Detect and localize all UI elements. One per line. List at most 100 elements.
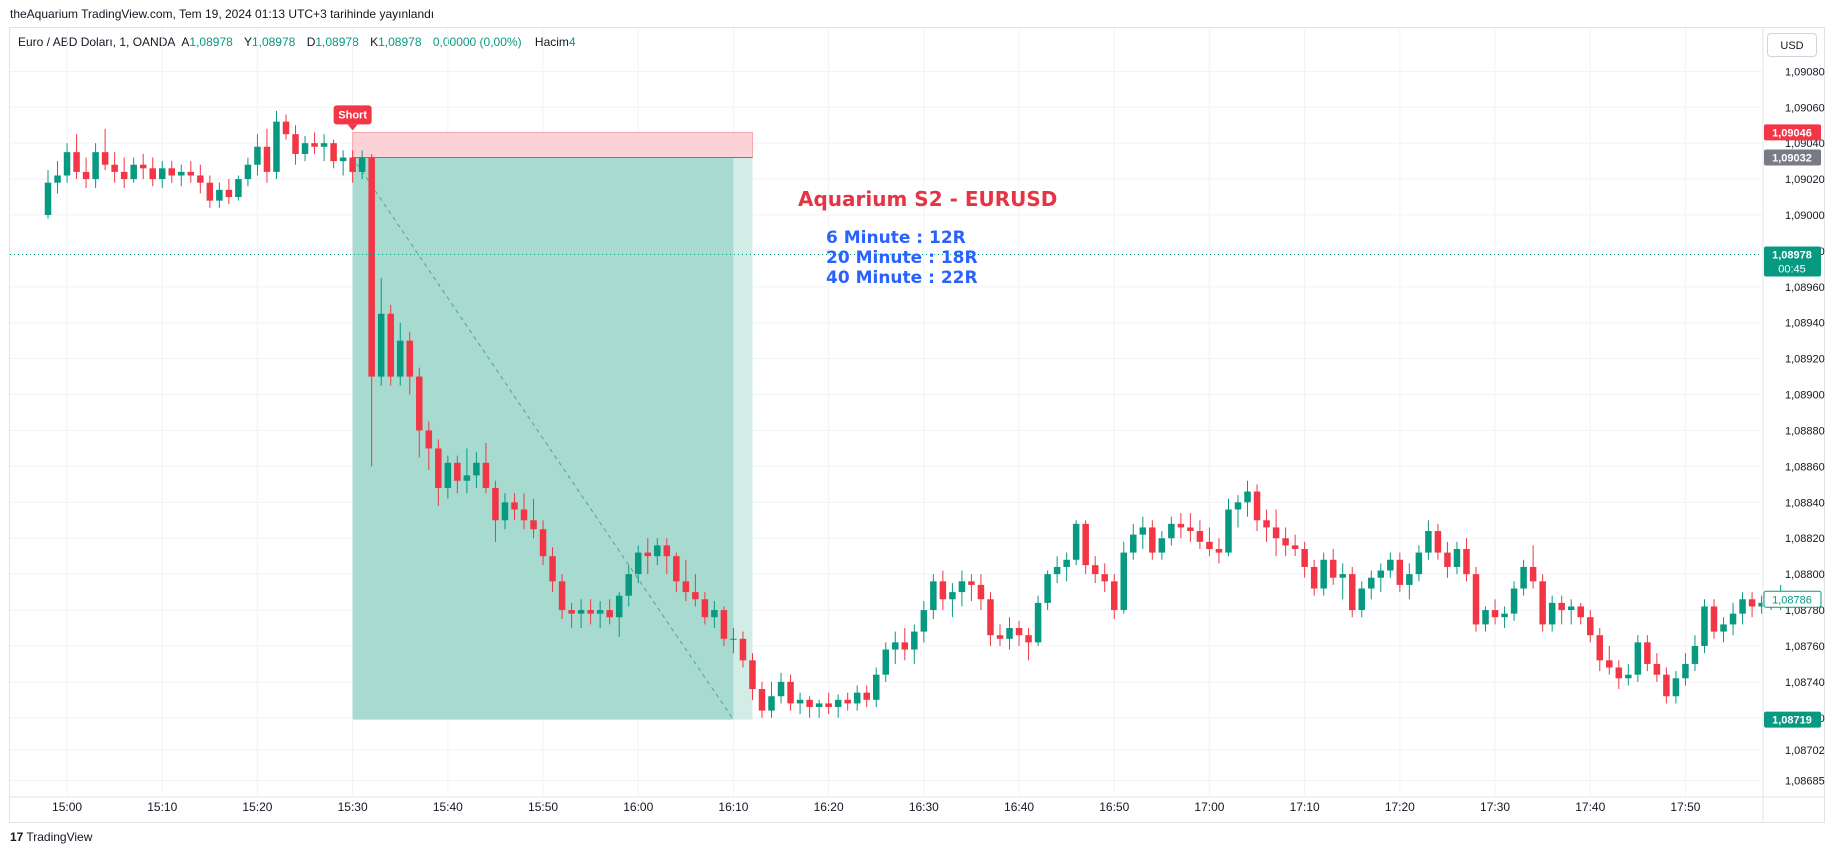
symbol-name[interactable]: Euro / ABD Doları, 1, OANDA [18,35,176,49]
candle [996,624,1004,646]
candle-body [1368,577,1375,589]
candle-body [1348,574,1356,611]
candle-body [1634,642,1642,675]
candle-body [1444,552,1451,567]
candle-body [863,692,870,700]
candle [206,175,214,208]
candle [587,599,594,625]
candle-body [158,168,166,180]
candle [596,601,604,629]
candle-body [130,164,137,180]
candle-body [1672,678,1680,697]
candle [1748,592,1756,618]
candle-body [511,502,518,510]
candle-body [1120,552,1128,611]
candle [101,128,109,171]
price-tag-label: 1,08719 [1772,715,1812,727]
candle-body [1739,599,1746,614]
price-axis[interactable]: 1,09080 1,09060 1,09040 1,09020 1,09000 1,089… [1762,28,1825,822]
candle [225,179,233,205]
candle-body [1406,574,1413,585]
candle-body [1282,538,1289,546]
candle [1720,617,1727,643]
position-tool[interactable]: Short [333,105,753,720]
short-marker: Short [333,105,372,131]
candle [1301,541,1308,578]
candle-body [444,462,452,488]
candle [539,520,547,566]
y-tick-label: 1,08960 [1785,282,1825,294]
candle [1225,498,1232,557]
short-marker-box [333,105,372,125]
candle-body [463,475,471,481]
candle [977,574,985,611]
candle [1244,480,1251,517]
candle [1434,523,1442,560]
candle [1615,660,1623,690]
candle [44,170,52,219]
candle [1653,653,1661,682]
tradingview-logo-mark: 17 [10,830,24,844]
candle [120,157,128,189]
candle-body [1453,548,1461,567]
candle-body [501,502,509,521]
x-tick-label: 16:10 [718,800,748,814]
candle-body [939,581,947,600]
low-value: 1,08978 [315,35,359,49]
candle [273,110,280,180]
price-tag: 1,08719 [1764,711,1821,728]
candle [482,443,490,494]
time-axis[interactable]: 15:00 15:10 15:20 15:30 15:40 15:50 16:00 16:10… [10,796,1825,814]
candle [1130,523,1137,560]
price-tag-label: 1,08978 [1772,250,1812,262]
candle-body [320,143,328,147]
candle-body [1110,581,1118,611]
candle [244,157,252,187]
candle [625,565,632,607]
candle-body [701,599,709,618]
candle [1729,602,1737,636]
candle-body [968,581,975,585]
candle-body [330,143,337,162]
candle [1234,495,1242,528]
price-tag-box [1764,149,1821,166]
candle [492,480,499,542]
candle [168,161,176,183]
candle [1006,617,1013,650]
candle-body [1263,520,1270,528]
candle-body [949,592,956,600]
candle [1168,516,1175,546]
x-tick-label: 17:50 [1670,800,1700,814]
candle-body [625,574,632,596]
candle-body [1215,548,1223,553]
candle-body [1682,663,1689,679]
candle [1082,520,1089,575]
candle-body [634,552,642,575]
candle [1101,563,1108,593]
y-tick-label: 1,08740 [1785,677,1825,689]
candle-body [263,146,271,172]
candle [282,114,290,140]
candle [301,135,309,162]
candle [1644,635,1651,672]
candle [1606,645,1613,675]
candle [768,681,775,718]
candle [568,602,575,629]
candle-body [416,376,423,431]
candle-body [206,182,214,201]
candle-body [1510,588,1518,614]
close-value: 1,08978 [378,35,422,49]
tradingview-logo[interactable]: 17 TradingView [10,830,92,844]
candle [863,685,870,708]
candle-body [1072,523,1080,560]
x-tick-label: 16:50 [1099,800,1129,814]
candle-body [577,610,585,614]
candle [292,125,299,165]
currency-button[interactable]: USD [1767,33,1817,57]
candle-body [615,595,623,618]
candle [149,157,156,187]
candle [806,696,813,718]
candle [1634,635,1642,682]
candle-body [1529,566,1537,582]
